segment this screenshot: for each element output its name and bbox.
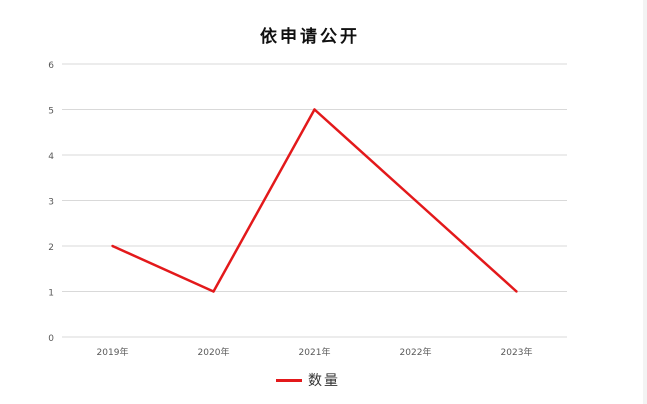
y-tick-label: 5 xyxy=(48,107,54,117)
x-tick-label: 2019年 xyxy=(97,346,129,358)
y-tick-label: 4 xyxy=(48,152,54,162)
y-tick-label: 1 xyxy=(48,289,54,299)
x-tick-label: 2022年 xyxy=(400,346,432,358)
scrollbar-edge xyxy=(643,0,647,404)
legend-swatch xyxy=(276,378,302,382)
x-tick-label: 2023年 xyxy=(501,346,533,358)
data-point xyxy=(313,108,316,111)
x-tick-label: 2020年 xyxy=(198,346,230,358)
y-tick-label: 3 xyxy=(48,198,54,208)
data-point xyxy=(414,199,417,202)
y-tick-label: 6 xyxy=(48,61,54,71)
data-point xyxy=(515,290,518,293)
legend: 数量 xyxy=(276,370,340,390)
y-tick-label: 0 xyxy=(48,334,54,344)
legend-label: 数量 xyxy=(308,373,340,389)
y-tick-label: 2 xyxy=(48,243,54,253)
x-tick-label: 2021年 xyxy=(299,346,331,358)
data-point xyxy=(212,290,215,293)
data-point xyxy=(111,244,114,248)
chart-title: 依申请公开 xyxy=(260,27,360,47)
